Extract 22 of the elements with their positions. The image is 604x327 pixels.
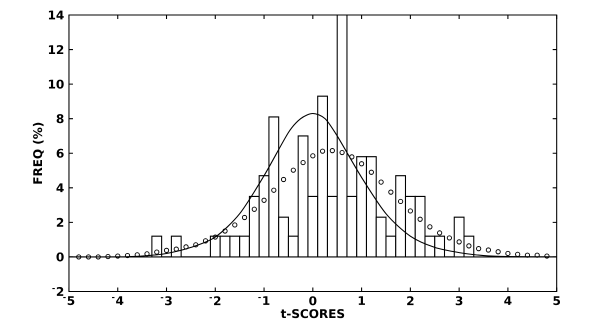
x-tick-label: $^{-}$3 xyxy=(160,296,172,306)
y-tick-label: 10 xyxy=(48,80,64,89)
y-tick-label: 8 xyxy=(56,114,64,124)
y-axis-title: FREQ (%) xyxy=(32,122,44,184)
x-tick-label: 3 xyxy=(456,296,462,306)
x-axis-title: t-SCORES xyxy=(280,309,344,318)
y-tick-label: 2 xyxy=(56,218,64,227)
x-tick-label: 2 xyxy=(407,296,414,306)
y-tick-label: $^{-}$2 xyxy=(52,287,64,296)
x-tick-label: 4 xyxy=(504,296,512,306)
y-tick-label: 4 xyxy=(56,184,64,192)
x-tick-label: $^{-}$5 xyxy=(63,296,74,306)
y-tick-label: 14 xyxy=(48,10,64,20)
x-tick-label: $^{-}$4 xyxy=(112,296,124,306)
y-tick-label: 0 xyxy=(56,252,64,262)
x-tick-label: 1 xyxy=(358,296,365,306)
x-tick-label: $^{-}$2 xyxy=(210,296,220,306)
x-tick-label: $^{-}$1 xyxy=(258,296,270,306)
y-tick-label: 12 xyxy=(48,45,64,54)
x-tick-label: 5 xyxy=(553,296,560,306)
x-tick-label: 0 xyxy=(309,296,316,306)
y-tick-label: 6 xyxy=(56,148,64,158)
